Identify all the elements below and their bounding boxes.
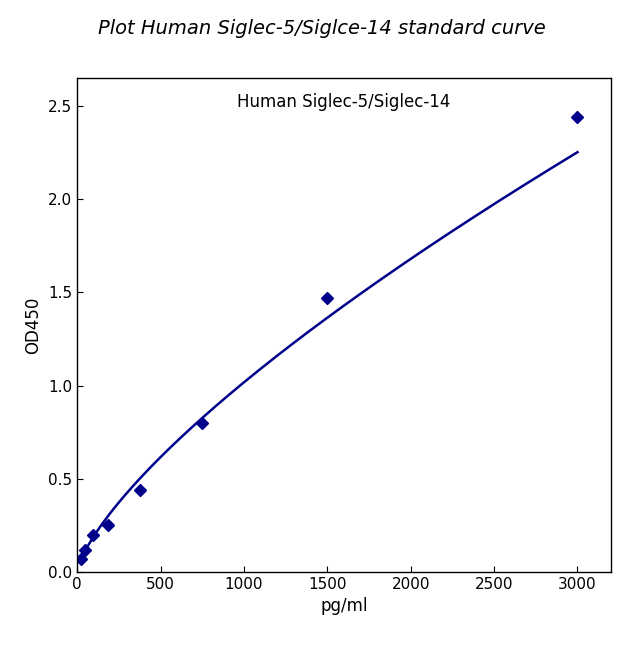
Text: Plot Human Siglec-5/Siglce-14 standard curve: Plot Human Siglec-5/Siglce-14 standard c… (98, 20, 545, 38)
X-axis label: pg/ml: pg/ml (320, 597, 368, 616)
Text: Human Siglec-5/Siglec-14: Human Siglec-5/Siglec-14 (237, 93, 451, 110)
Y-axis label: OD450: OD450 (24, 296, 42, 354)
